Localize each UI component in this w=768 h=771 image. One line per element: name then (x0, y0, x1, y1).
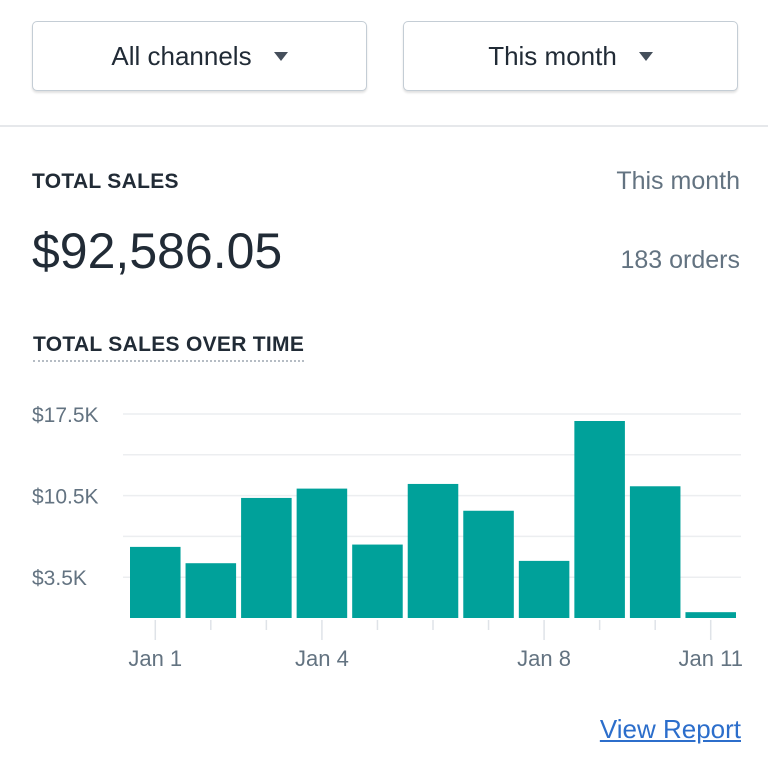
divider (0, 125, 768, 127)
caret-down-icon (273, 51, 288, 61)
bar (574, 420, 625, 618)
bar (352, 544, 403, 618)
total-sales-amount: $92,586.05 (32, 223, 283, 279)
view-report-link[interactable]: View Report (599, 714, 741, 744)
x-tick-label: Jan 11 (679, 646, 743, 671)
channel-dropdown-label: All channels (111, 40, 252, 71)
period-dropdown[interactable]: This month (403, 21, 738, 91)
y-tick-label: $10.5K (32, 486, 99, 509)
bar (629, 486, 681, 618)
y-tick-label: $3.5K (32, 567, 87, 590)
bar (518, 560, 570, 618)
bar (407, 483, 459, 618)
bar (185, 563, 237, 618)
caret-down-icon (638, 51, 653, 61)
bar (296, 488, 348, 618)
x-tick-label: Jan 8 (517, 646, 571, 671)
x-tick-label: Jan 1 (128, 646, 182, 671)
bar (241, 497, 292, 618)
chart-title[interactable]: TOTAL SALES OVER TIME (33, 333, 305, 362)
channel-dropdown[interactable]: All channels (32, 21, 367, 91)
orders-count: 183 orders (620, 246, 740, 274)
x-tick-label: Jan 4 (295, 646, 349, 671)
bar (130, 546, 181, 618)
bar (463, 510, 514, 618)
y-tick-label: $17.5K (32, 404, 99, 427)
bar (685, 612, 736, 618)
period-dropdown-label: This month (488, 40, 617, 71)
period-text: This month (616, 167, 740, 195)
total-sales-title: TOTAL SALES (32, 170, 179, 193)
